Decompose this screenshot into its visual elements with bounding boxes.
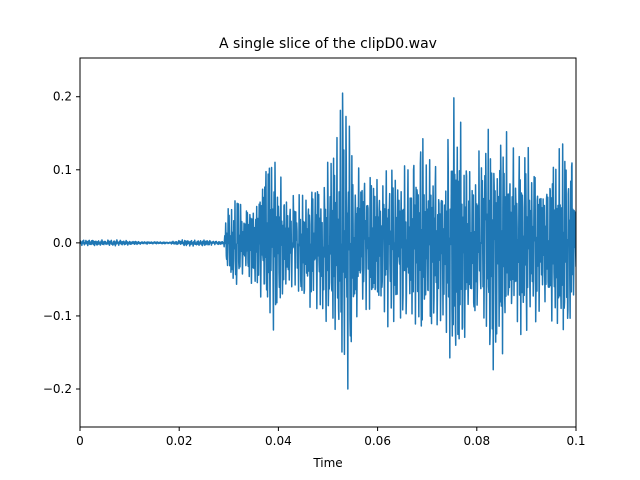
x-tick-label: 0.04	[265, 434, 292, 448]
x-tick-label: 0	[76, 434, 84, 448]
y-axis: −0.2 −0.1 0.0 0.1 0.2	[43, 90, 80, 396]
y-tick-label: −0.1	[43, 309, 72, 323]
x-axis: 0 0.02 0.04 0.06 0.08 0.1	[76, 427, 586, 448]
y-tick-label: 0.0	[53, 236, 72, 250]
x-tick-label: 0.08	[463, 434, 490, 448]
y-tick-label: 0.2	[53, 90, 72, 104]
waveform-series-line	[80, 92, 576, 390]
y-tick-label: −0.2	[43, 382, 72, 396]
x-axis-label: Time	[312, 456, 342, 470]
chart-title: A single slice of the clipD0.wav	[219, 36, 437, 52]
series-layer	[80, 92, 576, 390]
x-tick-label: 0.02	[166, 434, 193, 448]
x-tick-label: 0.06	[364, 434, 391, 448]
y-tick-label: 0.1	[53, 163, 72, 177]
x-tick-label: 0.1	[566, 434, 585, 448]
